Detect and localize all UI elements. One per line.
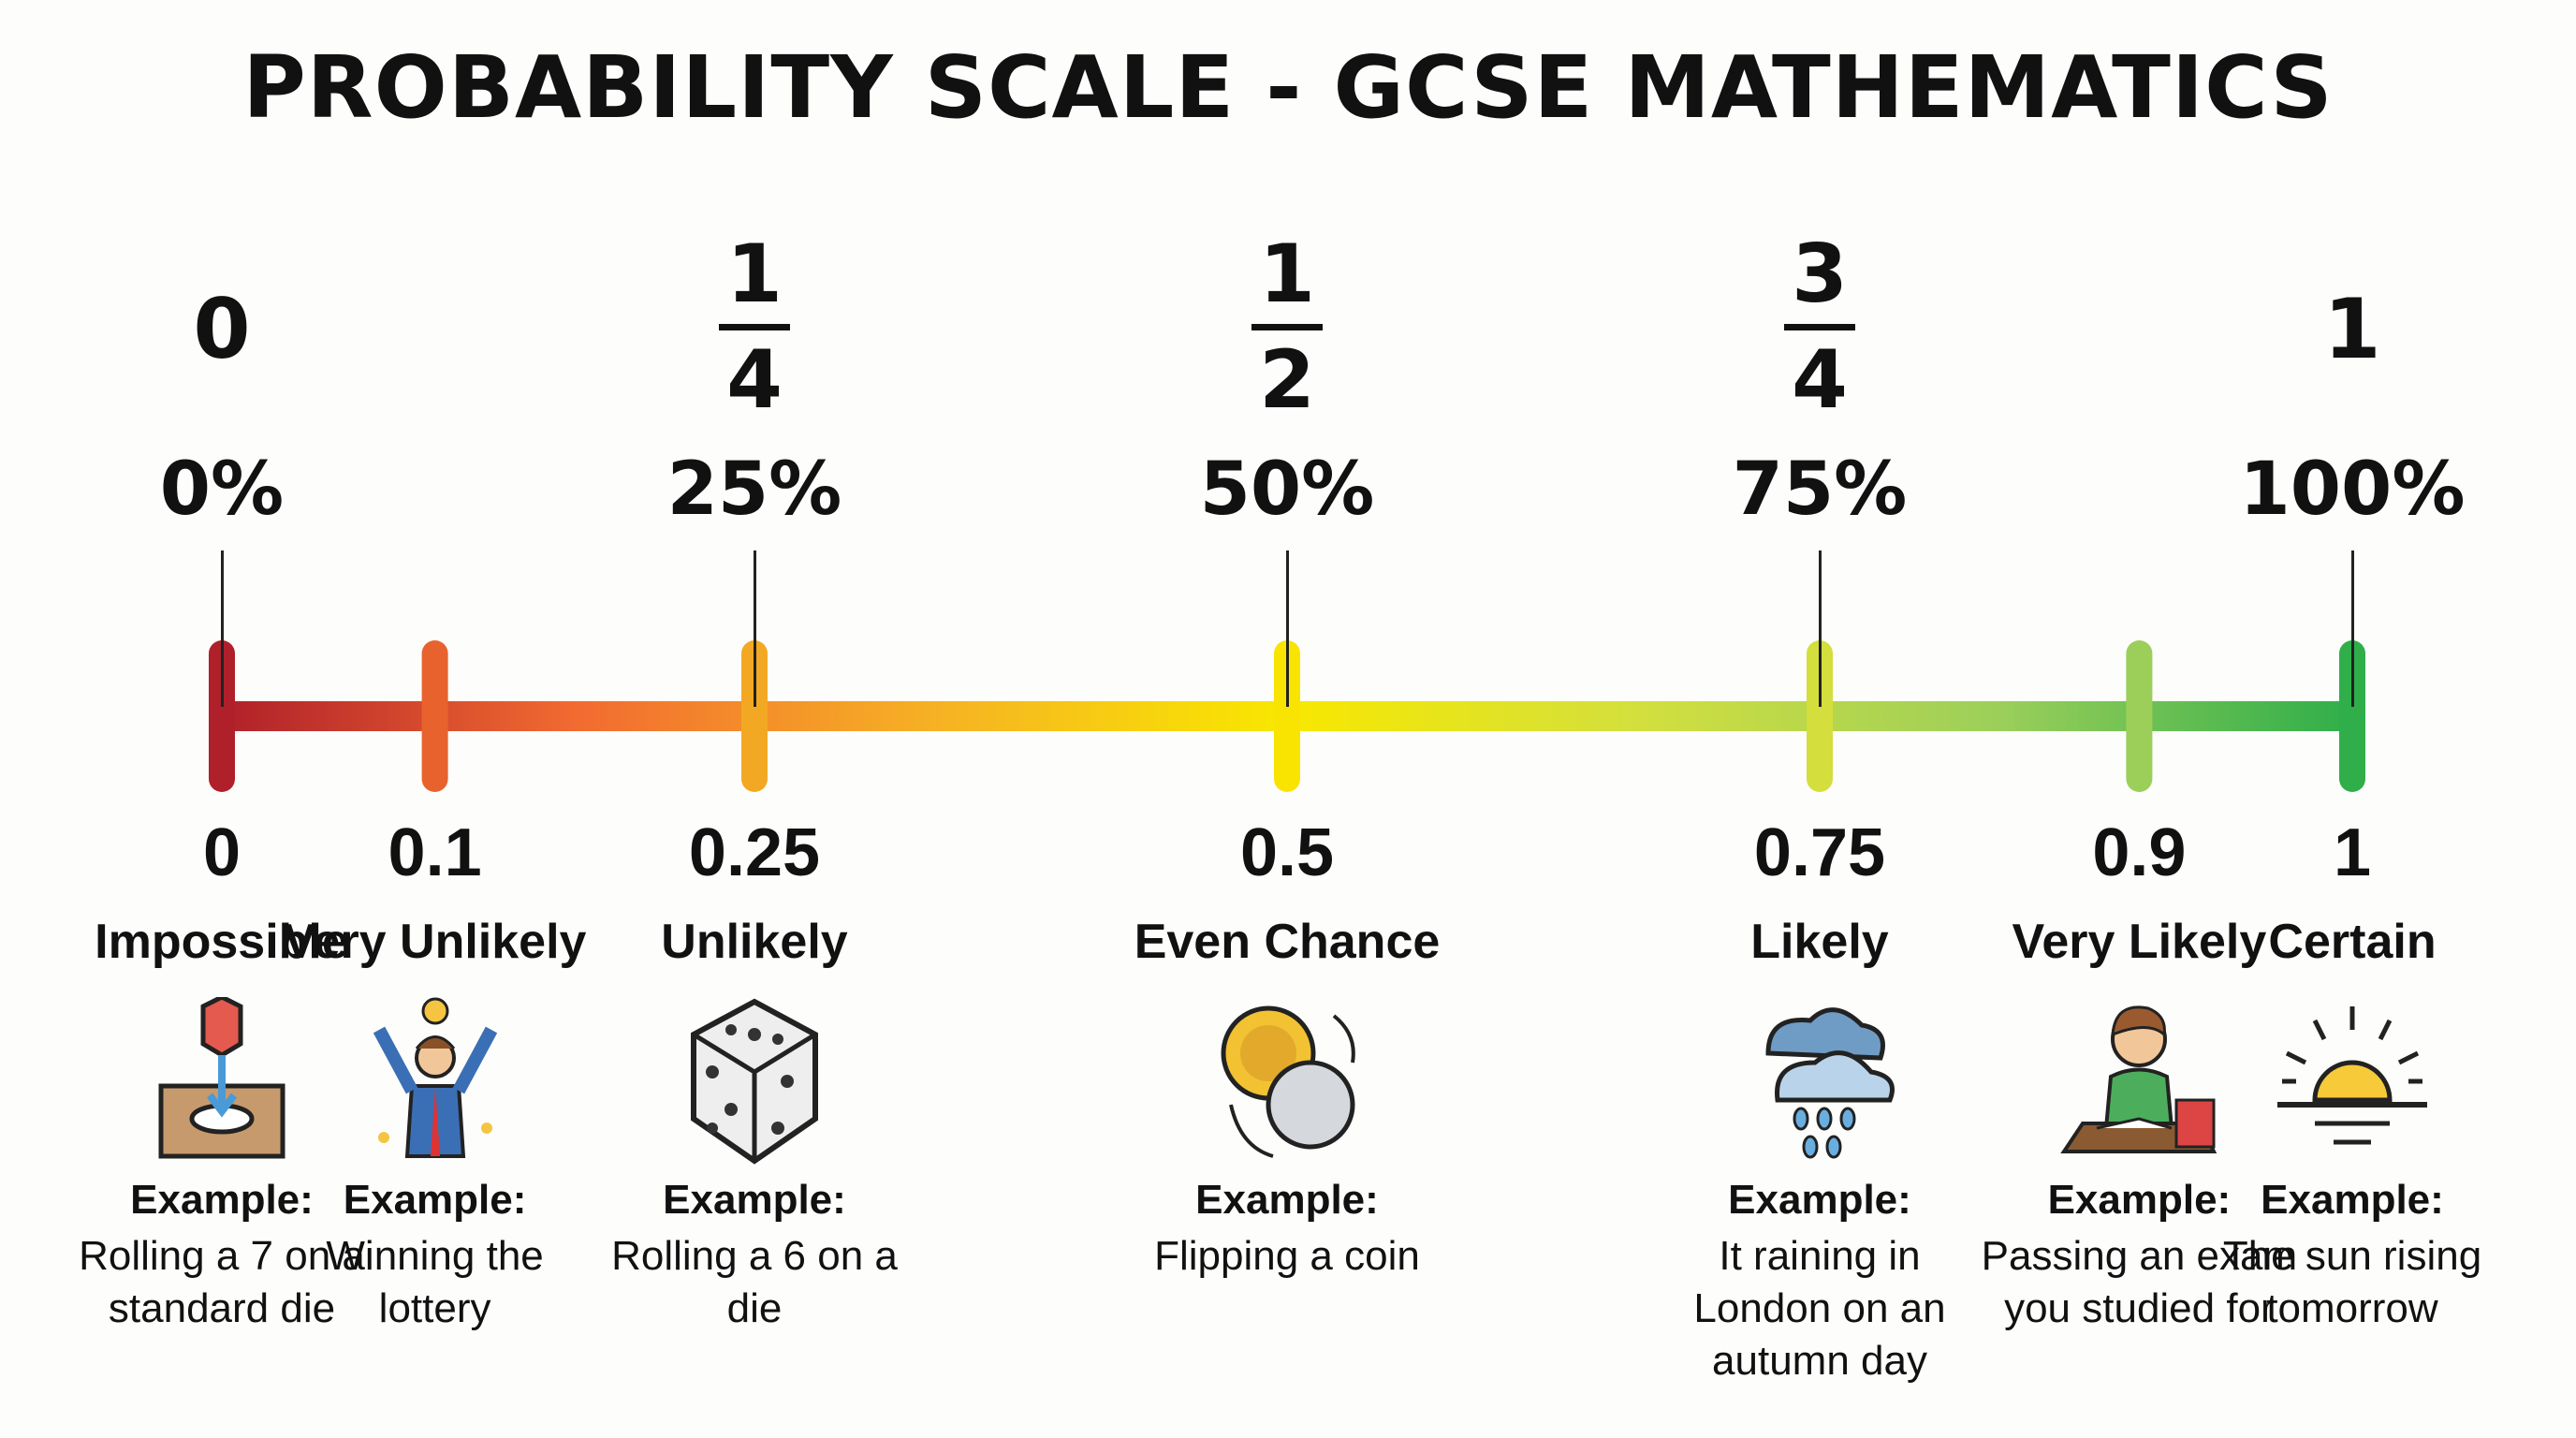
guide-line xyxy=(1286,550,1289,707)
numerator: 1 xyxy=(1259,227,1315,321)
scale-tick xyxy=(1807,640,1833,792)
category-label: Impossible xyxy=(95,915,349,969)
category-label: Certain xyxy=(2268,915,2437,969)
example-text: The sun rising tomorrow xyxy=(2179,1230,2525,1335)
denominator: 2 xyxy=(1259,333,1315,427)
percent-label: 50% xyxy=(1199,448,1375,532)
decimal-label: 1 xyxy=(2333,815,2372,890)
example-heading: Example: xyxy=(130,1177,314,1223)
denominator: 4 xyxy=(726,333,783,427)
whole-label: 1 xyxy=(2323,281,2381,377)
category-label: Very Likely xyxy=(2012,915,2267,969)
sunrise-icon xyxy=(2277,1006,2427,1145)
scale-tick xyxy=(2339,640,2365,792)
example-line: Flipping a coin xyxy=(1154,1233,1420,1279)
example-line: die xyxy=(726,1285,783,1331)
numerator: 3 xyxy=(1792,227,1848,321)
category-label: Even Chance xyxy=(1134,915,1441,969)
example-heading: Example: xyxy=(2261,1177,2444,1223)
example-heading: Example: xyxy=(343,1177,527,1223)
example-line: standard die xyxy=(108,1285,336,1331)
decimal-label: 0 xyxy=(202,815,242,890)
guide-line xyxy=(1819,550,1822,707)
example-line: The sun rising xyxy=(2222,1233,2482,1279)
example-line: It raining in xyxy=(1719,1233,1921,1279)
example-text: It raining in London on an autumn day xyxy=(1647,1230,1993,1387)
denominator: 4 xyxy=(1792,333,1848,427)
decimal-label: 0.25 xyxy=(688,815,821,890)
scale-tick xyxy=(421,640,448,792)
coin-flip-icon xyxy=(1221,1005,1355,1158)
guide-line xyxy=(2351,550,2354,707)
decimal-label: 0.5 xyxy=(1239,815,1335,890)
example-line: Rolling a 7 on a xyxy=(79,1233,365,1279)
scale-tick xyxy=(741,640,768,792)
example-line: lottery xyxy=(378,1285,491,1331)
example-heading: Example: xyxy=(663,1177,846,1223)
scale-tick xyxy=(1274,640,1300,792)
example-heading: Example: xyxy=(1195,1177,1379,1223)
percent-label: 0% xyxy=(159,448,285,532)
category-label: Unlikely xyxy=(661,915,848,969)
fraction-bar xyxy=(1251,324,1323,330)
example-text: Passing an exam you studied for xyxy=(1966,1230,2312,1335)
scale-tick xyxy=(209,640,235,792)
percent-label: 75% xyxy=(1732,448,1908,532)
category-label: Very Unlikely xyxy=(283,915,587,969)
page-title: PROBABILITY SCALE - GCSE MATHEMATICS xyxy=(242,37,2334,138)
example-line: Passing an exam xyxy=(1981,1233,2298,1279)
percent-label: 100% xyxy=(2239,448,2466,532)
guide-line xyxy=(221,550,224,707)
example-line: autumn day xyxy=(1712,1338,1927,1384)
example-heading: Example: xyxy=(2047,1177,2232,1223)
student-studying-icon xyxy=(2060,1005,2217,1153)
decimal-label: 0.9 xyxy=(2092,815,2187,890)
die-icon xyxy=(691,998,818,1165)
example-text: Winning the lottery xyxy=(262,1230,608,1335)
box-hole-icon xyxy=(158,997,285,1159)
lottery-winner-icon xyxy=(373,997,497,1158)
example-line: Winning the xyxy=(326,1233,544,1279)
numerator: 1 xyxy=(726,227,783,321)
guide-line xyxy=(754,550,756,707)
fraction-bar xyxy=(1784,324,1855,330)
example-text: Flipping a coin xyxy=(1114,1230,1460,1283)
example-line: London on an xyxy=(1693,1285,1946,1331)
example-line: tomorrow xyxy=(2266,1285,2438,1331)
category-label: Likely xyxy=(1750,915,1889,969)
fraction-bar xyxy=(719,324,790,330)
example-line: Rolling a 6 on a xyxy=(611,1233,898,1279)
example-text: Rolling a 6 on a die xyxy=(581,1230,928,1335)
example-line: you studied for xyxy=(2004,1285,2275,1331)
rain-cloud-icon xyxy=(1765,1007,1895,1159)
whole-label: 0 xyxy=(193,281,251,377)
percent-label: 25% xyxy=(666,448,842,532)
decimal-label: 0.1 xyxy=(388,815,482,890)
decimal-label: 0.75 xyxy=(1753,815,1886,890)
scale-tick xyxy=(2126,640,2153,792)
example-heading: Example: xyxy=(1728,1177,1911,1223)
example-text: Rolling a 7 on a standard die xyxy=(49,1230,395,1335)
